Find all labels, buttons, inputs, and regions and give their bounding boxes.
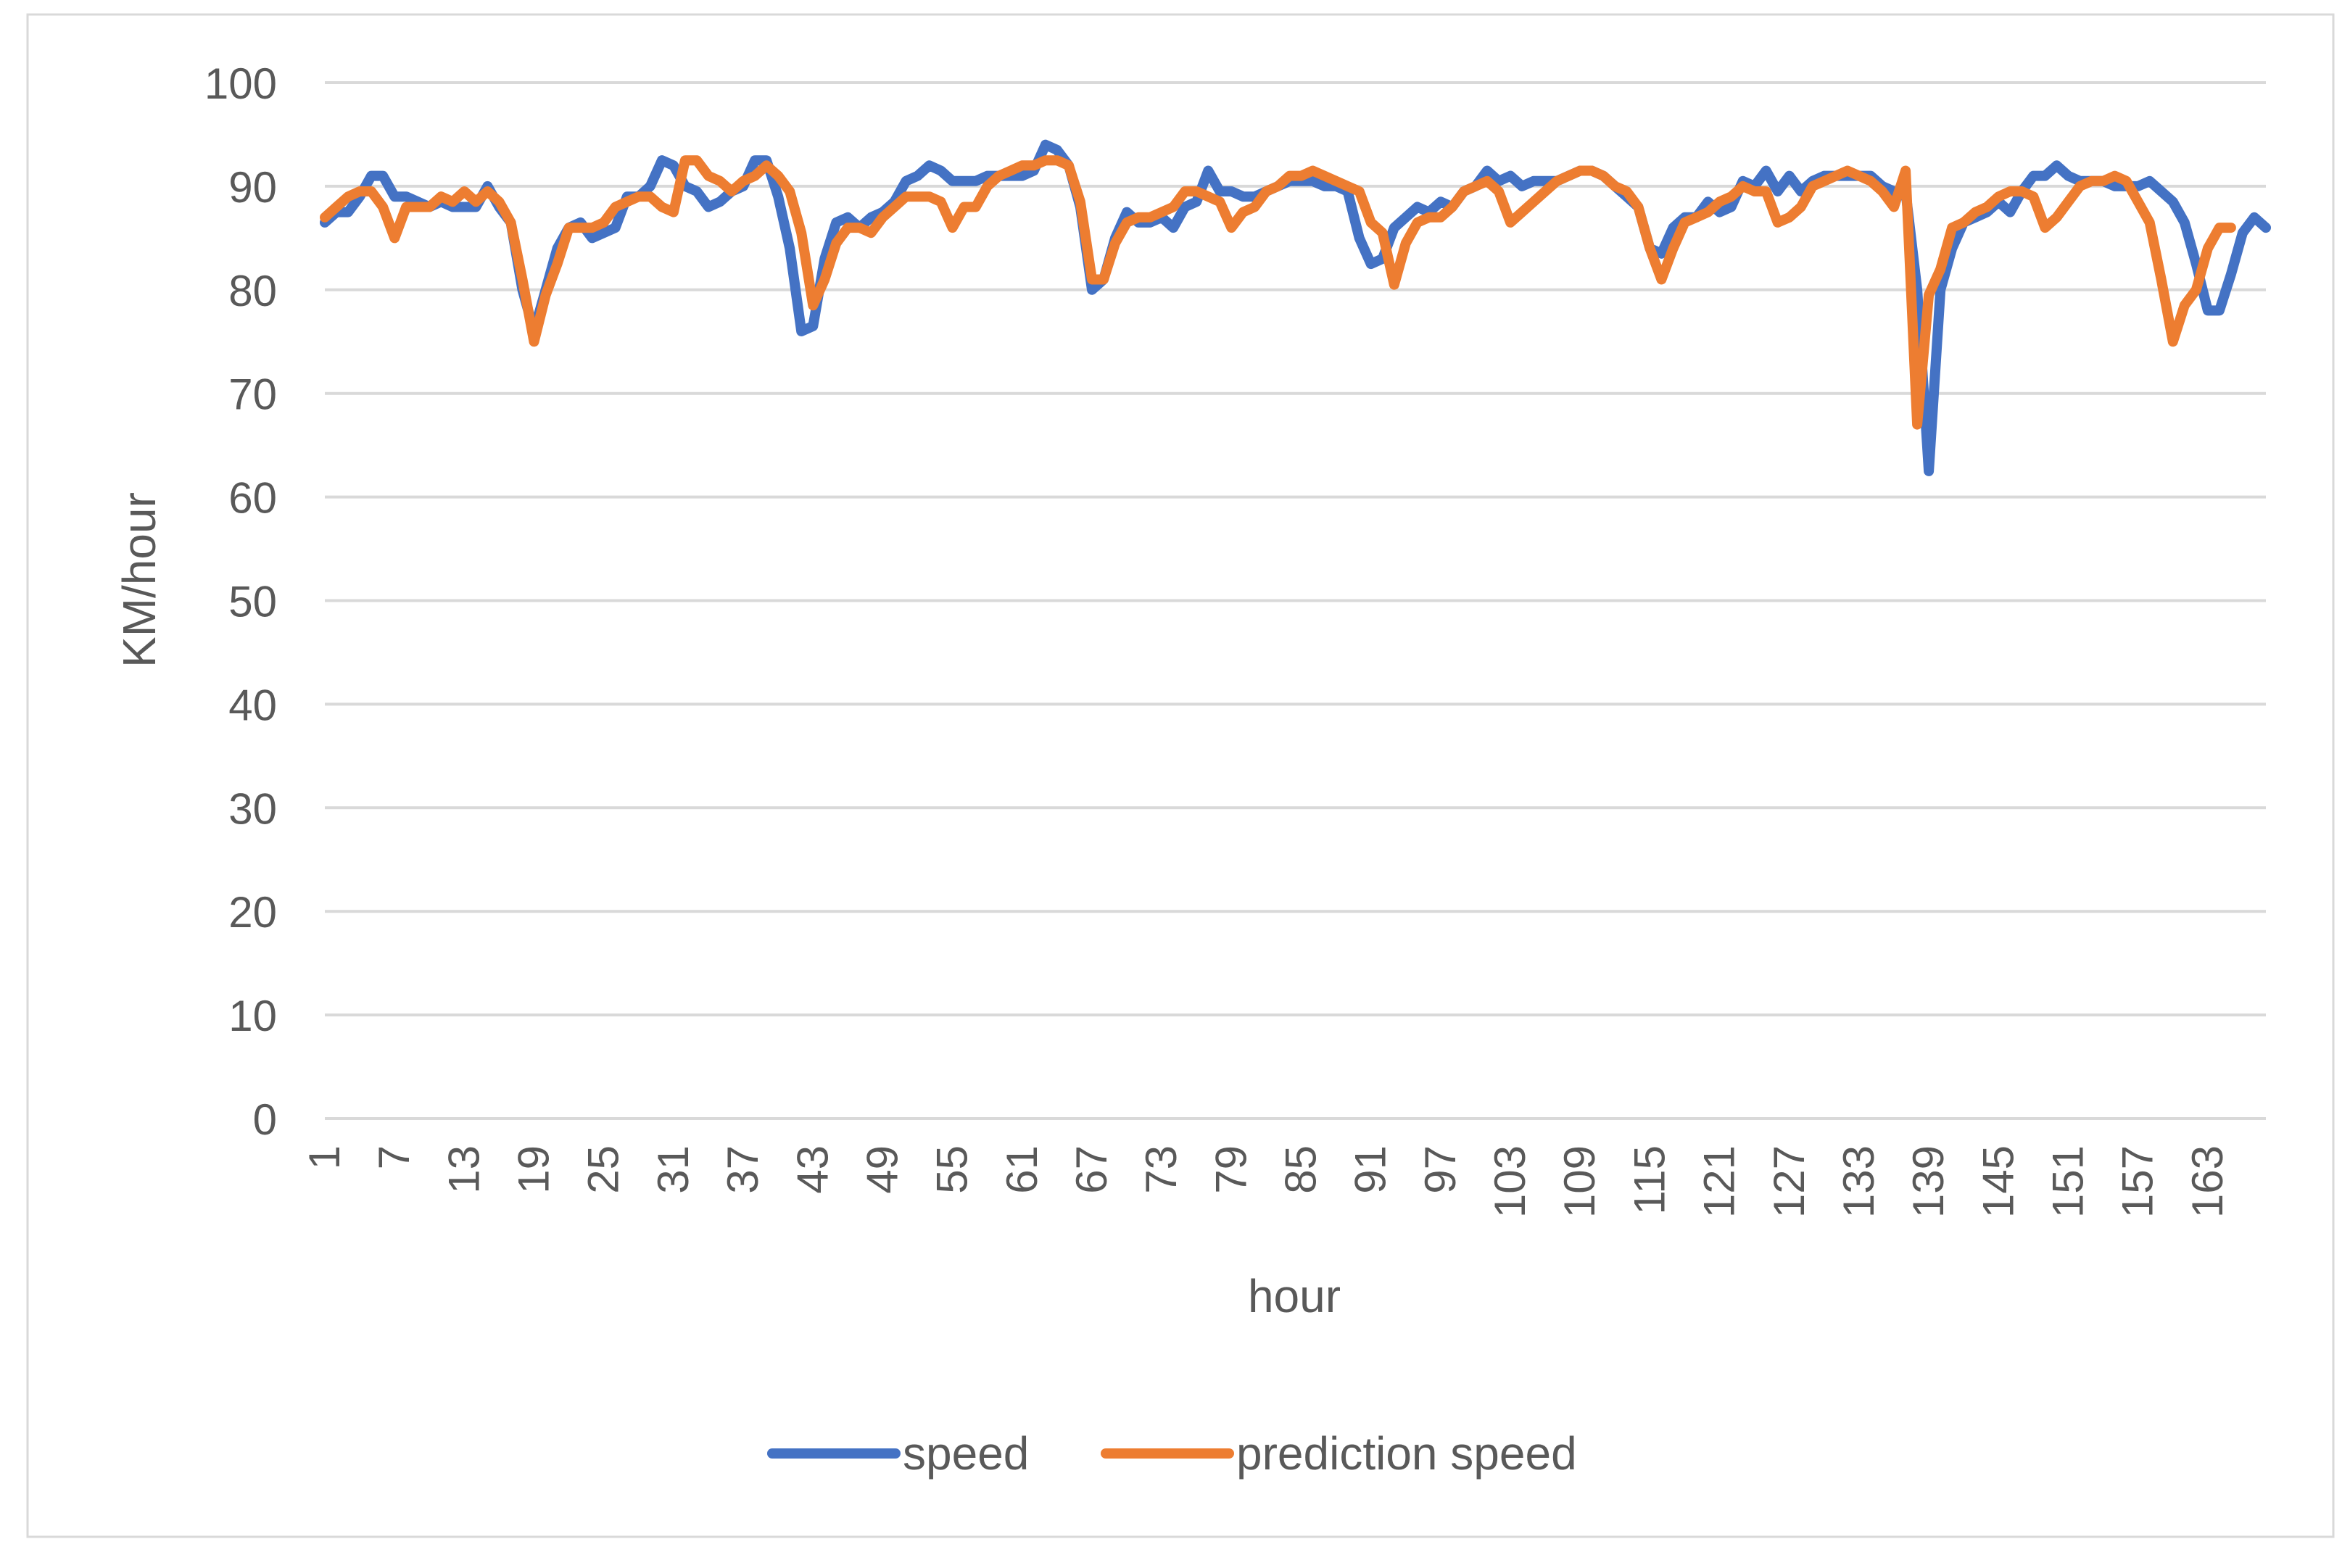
x-tick-label: 55	[928, 1145, 977, 1194]
legend: speed prediction speed	[767, 1427, 1577, 1480]
y-tick-label: 100	[204, 59, 277, 108]
x-tick-label: 25	[579, 1145, 628, 1194]
series-line-speed	[320, 139, 2271, 476]
x-tick-label: 121	[1695, 1145, 1744, 1218]
x-tick-label: 109	[1555, 1145, 1604, 1218]
x-tick-label: 97	[1416, 1145, 1465, 1194]
y-tick-label: 0	[253, 1095, 277, 1144]
x-tick-label: 145	[1974, 1145, 2022, 1218]
y-tick-label: 20	[228, 888, 277, 937]
x-axis-title: hour	[1248, 1270, 1341, 1322]
x-tick-label: 43	[788, 1145, 837, 1194]
chart-border	[26, 13, 2335, 1538]
x-tick-label: 139	[1904, 1145, 1953, 1218]
x-tick-label: 67	[1067, 1145, 1116, 1194]
x-tick-label: 127	[1765, 1145, 1813, 1218]
legend-label: speed	[903, 1427, 1029, 1480]
y-tick-labels: 0 10 20 30 40 50 60 70 80 90 100	[204, 59, 277, 1144]
x-tick-label: 61	[998, 1145, 1046, 1194]
x-tick-label: 103	[1486, 1145, 1534, 1218]
x-tick-label: 31	[649, 1145, 698, 1194]
y-tick-label: 80	[228, 267, 277, 315]
y-axis-title: KM/hour	[113, 492, 165, 668]
legend-label: prediction speed	[1236, 1427, 1577, 1480]
x-tick-label: 1	[300, 1145, 349, 1169]
x-tick-label: 37	[719, 1145, 767, 1194]
y-tick-label: 10	[228, 992, 277, 1040]
x-tick-label: 85	[1277, 1145, 1325, 1194]
gridlines	[325, 81, 2266, 1120]
x-tick-label: 49	[858, 1145, 906, 1194]
y-tick-label: 90	[228, 163, 277, 212]
series-lines	[320, 139, 2271, 476]
x-tick-label: 91	[1346, 1145, 1395, 1194]
x-tick-label: 7	[370, 1145, 418, 1169]
x-tick-label: 19	[510, 1145, 558, 1194]
x-tick-label: 79	[1207, 1145, 1255, 1194]
x-tick-label: 157	[2114, 1145, 2162, 1218]
y-tick-label: 60	[228, 474, 277, 523]
y-tick-label: 70	[228, 370, 277, 419]
x-tick-label: 133	[1834, 1145, 1883, 1218]
x-tick-labels: 1 7 13 19 25 31 37 43 49 55 61 67 73 79 85 91 97 103 109 11…	[300, 1145, 2232, 1218]
y-tick-label: 30	[228, 784, 277, 833]
x-tick-label: 115	[1625, 1145, 1673, 1215]
series-line-prediction-speed	[320, 155, 2236, 430]
x-tick-label: 151	[2043, 1145, 2092, 1218]
x-tick-label: 163	[2183, 1145, 2232, 1218]
y-tick-label: 40	[228, 681, 277, 729]
y-tick-label: 50	[228, 578, 277, 626]
x-tick-label: 13	[439, 1145, 488, 1194]
x-tick-label: 73	[1137, 1145, 1186, 1194]
